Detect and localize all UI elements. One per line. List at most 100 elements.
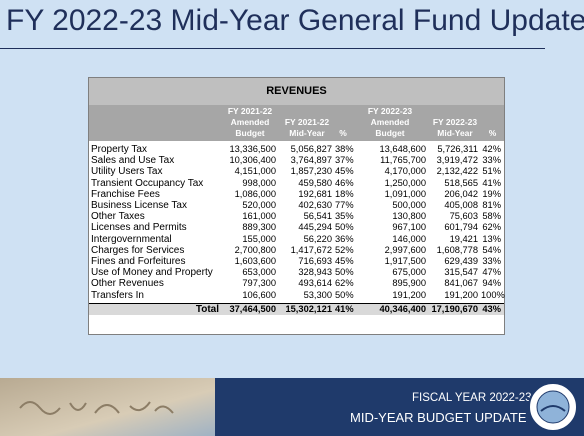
row-label: Sales and Use Tax: [91, 155, 175, 167]
cell-value: 35%: [335, 211, 354, 222]
cell-value: 1,250,000: [384, 177, 426, 188]
cell-value: 402,630: [298, 200, 332, 210]
cell-value: 52%: [335, 244, 354, 255]
cell-value: 50%: [335, 222, 354, 233]
revenue-table: REVENUES FY 2021-22 Amended Budget FY 2021-…: [88, 77, 505, 335]
column-header-line: Amended: [370, 117, 410, 127]
cell-value: 653,000: [242, 267, 276, 278]
cell-value: 11,765,700: [380, 155, 426, 166]
cell-value: 161,000: [242, 211, 276, 222]
table-row: Sales and Use Tax 10,306,400 3,764,897 37% 1…: [89, 155, 504, 166]
cell-value: 315,547: [444, 267, 478, 278]
cell-value: 62%: [335, 278, 354, 289]
cell-value: 50%: [335, 267, 354, 278]
cell-value: 895,900: [392, 278, 426, 289]
cell-value: 19%: [482, 188, 501, 199]
cell-value: 5,726,311: [437, 144, 478, 154]
cell-value: 797,300: [242, 278, 276, 289]
cell-value: 601,794: [444, 222, 478, 233]
column-header: FY 2022-23 Mid-Year: [429, 105, 481, 141]
cell-value: 191,200: [444, 289, 478, 300]
cell-value: 2,132,422: [436, 166, 478, 177]
cell-value: 191,200: [392, 289, 426, 300]
cell-value: 13,336,500: [229, 144, 276, 154]
cell-value: 50%: [335, 289, 354, 300]
column-header-line: %: [339, 128, 347, 138]
cell-value: 81%: [482, 200, 501, 210]
cell-value: 45%: [335, 256, 354, 266]
table-row: Transient Occupancy Tax 998,000 459,580 46%…: [89, 178, 504, 189]
cell-value: 3,764,897: [290, 155, 332, 166]
cell-value: 100%: [481, 289, 505, 300]
row-label: Property Tax: [91, 144, 147, 155]
cell-value: 56,541: [303, 211, 332, 222]
row-label: Licenses and Permits: [91, 222, 187, 234]
footer-line1: FISCAL YEAR 2022-23: [412, 392, 532, 404]
cell-value: 998,000: [242, 177, 276, 188]
cell-value: 2,700,800: [234, 244, 276, 255]
cell-value: 1,608,778: [436, 244, 478, 255]
table-row: Licenses and Permits 889,300 445,294 50% 967…: [89, 222, 504, 233]
cell-value: 405,008: [444, 200, 478, 210]
cell-value: 54%: [482, 244, 501, 255]
table-row: Other Revenues 797,300 493,614 62% 895,900 84…: [89, 278, 504, 289]
row-label: Use of Money and Property: [91, 267, 213, 279]
cell-value: 518,565: [444, 177, 478, 188]
row-label: Transient Occupancy Tax: [91, 177, 204, 189]
cell-value: 75,603: [449, 211, 478, 222]
cell-value: 42%: [482, 144, 501, 154]
row-label: Fines and Forfeitures: [91, 256, 186, 267]
cell-value: 37%: [335, 155, 354, 166]
cell-value: 41%: [482, 177, 501, 188]
cell-value: 13,648,600: [379, 144, 426, 154]
cell-value: 675,000: [392, 267, 426, 278]
cell-value: 45%: [335, 166, 354, 177]
cell-value: 58%: [482, 211, 501, 222]
cell-value: 206,042: [444, 188, 478, 199]
table-row: Other Taxes 161,000 56,541 35% 130,800 75,603…: [89, 211, 504, 222]
cell-value: 13%: [482, 233, 501, 244]
column-header-line: Budget: [375, 128, 405, 138]
cell-value: 500,000: [392, 200, 426, 210]
column-header-line: Amended: [230, 117, 270, 127]
column-header-line: FY 2022-23: [432, 117, 478, 127]
cell-value: 18%: [335, 188, 354, 199]
slide-title: FY 2022-23 Mid-Year General Fund Update: [6, 4, 584, 37]
cell-value: 62%: [482, 222, 501, 233]
cell-value: 94%: [482, 278, 501, 289]
table-heading: REVENUES: [89, 78, 504, 106]
cell-value: 459,580: [298, 177, 332, 188]
cell-value: 47%: [482, 267, 501, 278]
cell-value: 46%: [335, 177, 354, 188]
column-header-line: %: [488, 128, 497, 138]
row-label: Business License Tax: [91, 200, 187, 211]
cell-value: 1,091,000: [384, 188, 426, 199]
cell-value: 520,000: [242, 200, 276, 210]
cell-value: 36%: [335, 233, 354, 244]
cell-value: 56,220: [303, 233, 332, 244]
cell-value: 38%: [335, 144, 354, 154]
total-row: Total 37,464,500 15,302,121 41% 40,346,400 17…: [89, 302, 504, 315]
cell-value: 37,464,500: [229, 303, 276, 314]
row-label: Intergovernmental: [91, 233, 172, 245]
cell-value: 1,917,500: [384, 256, 426, 266]
cell-value: 146,000: [392, 233, 426, 244]
sand-image: [0, 378, 215, 436]
cell-value: 629,439: [444, 256, 478, 266]
cell-value: 445,294: [298, 222, 332, 233]
cell-value: 4,170,000: [384, 166, 426, 177]
table-row: Use of Money and Property 653,000 328,943 5…: [89, 267, 504, 278]
city-seal: [528, 382, 578, 432]
table-row: Charges for Services 2,700,800 1,417,672 52…: [89, 245, 504, 256]
cell-value: 17,190,670: [431, 303, 478, 314]
cell-value: 1,086,000: [234, 188, 276, 199]
column-header-line: Mid-Year: [437, 128, 473, 138]
cell-value: 1,603,600: [234, 256, 276, 266]
table-row: Intergovernmental 155,000 56,220 36% 146,000…: [89, 234, 504, 245]
cell-value: 716,693: [298, 256, 332, 266]
table-row: Property Tax 13,336,500 5,056,827 38% 13,648…: [89, 144, 504, 155]
title-rule: [0, 48, 545, 49]
column-header: FY 2021-22 Mid-Year: [279, 105, 335, 141]
row-label: Other Revenues: [91, 278, 164, 290]
column-header: FY 2021-22 Amended Budget: [221, 105, 279, 141]
